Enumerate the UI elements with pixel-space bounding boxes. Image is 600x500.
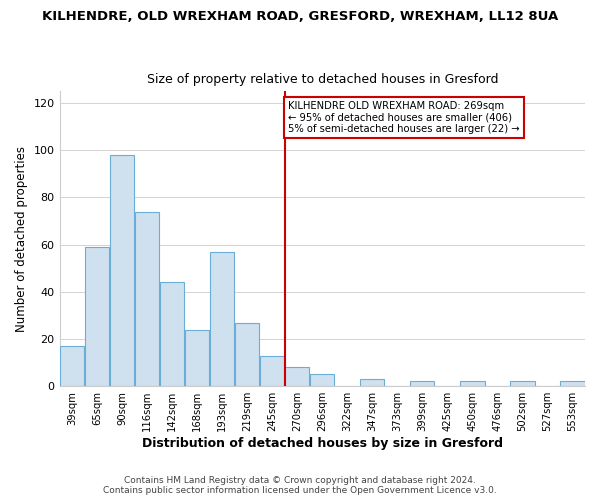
Bar bbox=[185, 330, 209, 386]
Bar bbox=[235, 322, 259, 386]
Bar bbox=[160, 282, 184, 386]
Bar bbox=[260, 356, 284, 386]
Bar bbox=[310, 374, 334, 386]
Text: Contains HM Land Registry data © Crown copyright and database right 2024.
Contai: Contains HM Land Registry data © Crown c… bbox=[103, 476, 497, 495]
Text: KILHENDRE OLD WREXHAM ROAD: 269sqm
← 95% of detached houses are smaller (406)
5%: KILHENDRE OLD WREXHAM ROAD: 269sqm ← 95%… bbox=[289, 101, 520, 134]
Bar bbox=[460, 382, 485, 386]
Title: Size of property relative to detached houses in Gresford: Size of property relative to detached ho… bbox=[146, 73, 498, 86]
Y-axis label: Number of detached properties: Number of detached properties bbox=[15, 146, 28, 332]
X-axis label: Distribution of detached houses by size in Gresford: Distribution of detached houses by size … bbox=[142, 437, 503, 450]
Bar bbox=[410, 382, 434, 386]
Bar bbox=[285, 368, 310, 386]
Bar bbox=[110, 155, 134, 386]
Bar bbox=[135, 212, 159, 386]
Bar bbox=[560, 382, 584, 386]
Bar bbox=[360, 379, 385, 386]
Bar bbox=[210, 252, 235, 386]
Bar bbox=[511, 382, 535, 386]
Bar bbox=[85, 247, 109, 386]
Bar bbox=[60, 346, 84, 386]
Text: KILHENDRE, OLD WREXHAM ROAD, GRESFORD, WREXHAM, LL12 8UA: KILHENDRE, OLD WREXHAM ROAD, GRESFORD, W… bbox=[42, 10, 558, 23]
